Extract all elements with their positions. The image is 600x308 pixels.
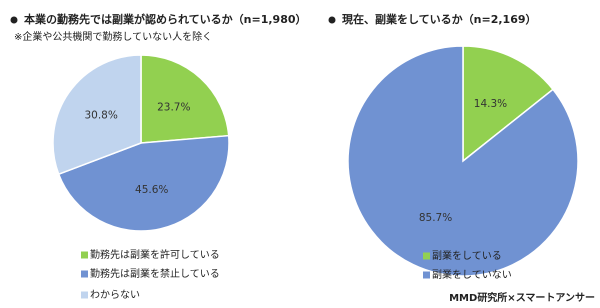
legend-swatch: [81, 251, 88, 259]
data-label: 45.6%: [135, 184, 168, 196]
pie-slice: [57, 134, 230, 232]
chart-title: 現在、副業をしているか（n=2,169）: [342, 12, 537, 26]
data-label: 85.7%: [419, 212, 452, 224]
legend-label: 勤務先は副業を禁止している: [90, 267, 220, 280]
legend-swatch: [423, 252, 430, 260]
data-label: 23.7%: [157, 101, 190, 113]
legend-label: 副業をしている: [432, 249, 502, 262]
chart-note: ※企業や公共機関で勤務していない人を除く: [14, 30, 212, 43]
pie-slice: [462, 45, 555, 163]
data-label: 14.3%: [474, 98, 507, 110]
legend-label: 勤務先は副業を許可している: [90, 248, 220, 261]
legend-swatch: [81, 291, 88, 299]
data-label: 30.8%: [84, 110, 117, 122]
legend-label: 副業をしていない: [432, 268, 512, 281]
chart-title: 本業の勤務先では副業が認められているか（n=1,980）: [24, 12, 307, 26]
source: MMD研究所×スマートアンサー: [449, 291, 595, 304]
title-bullet: [328, 16, 336, 24]
legend-swatch: [423, 271, 430, 279]
pie-slice: [347, 45, 579, 277]
pie-slice: [140, 54, 230, 144]
legend-label: わからない: [90, 289, 140, 301]
title-bullet: [10, 16, 18, 24]
pie-slice: [52, 54, 142, 176]
legend-swatch: [81, 270, 88, 278]
